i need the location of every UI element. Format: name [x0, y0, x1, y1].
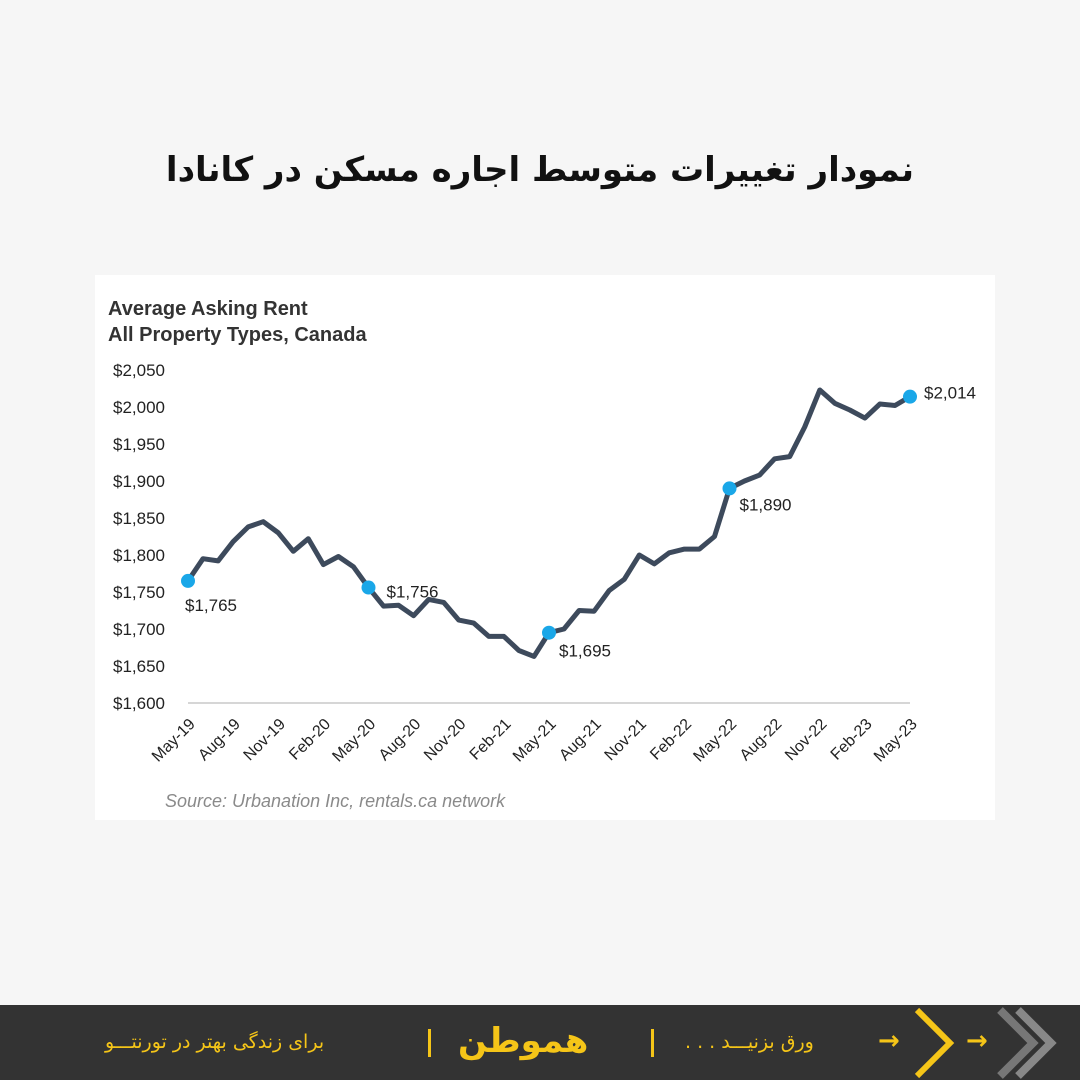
- y-tick-label: $1,750: [113, 583, 165, 602]
- x-tick-label: Feb-20: [286, 716, 334, 764]
- data-label: $1,756: [387, 583, 439, 602]
- data-label: $1,890: [740, 495, 792, 514]
- chart-card: Average Asking Rent All Property Types, …: [95, 275, 995, 820]
- x-tick-label: Feb-22: [647, 716, 695, 764]
- x-axis-ticks: May-19Aug-19Nov-19Feb-20May-20Aug-20Nov-…: [149, 716, 921, 766]
- x-tick-label: May-23: [871, 716, 921, 766]
- chart-title-line-2: All Property Types, Canada: [108, 324, 367, 346]
- footer-divider: [651, 1029, 654, 1057]
- data-label: $2,014: [924, 384, 976, 403]
- x-tick-label: May-20: [329, 716, 379, 766]
- arrow-right-icon[interactable]: →: [966, 1026, 988, 1056]
- y-tick-label: $1,650: [113, 657, 165, 676]
- y-tick-label: $1,800: [113, 546, 165, 565]
- x-tick-label: Aug-19: [195, 716, 244, 765]
- x-tick-label: May-19: [149, 716, 199, 766]
- highlight-markers: $1,765 $1,756 $1,695 $1,890 $2,014: [181, 384, 976, 661]
- highlight-point: [903, 389, 917, 404]
- swipe-cta[interactable]: ورق بزنیـــد . . .: [685, 1031, 814, 1053]
- x-tick-label: Aug-22: [737, 716, 786, 765]
- chart-title-line-1: Average Asking Rent: [108, 298, 308, 320]
- y-tick-label: $1,950: [113, 435, 165, 454]
- x-tick-label: Feb-21: [467, 716, 515, 764]
- y-tick-label: $1,850: [113, 509, 165, 528]
- y-axis-ticks: $1,600 $1,650 $1,700 $1,750 $1,800 $1,850 $1,9…: [113, 361, 165, 713]
- y-tick-label: $2,050: [113, 361, 165, 380]
- y-tick-label: $1,700: [113, 620, 165, 639]
- y-tick-label: $2,000: [113, 398, 165, 417]
- average-rent-line: [185, 387, 913, 659]
- arrow-right-icon: →: [878, 1026, 900, 1056]
- x-tick-label: May-22: [690, 716, 740, 766]
- x-tick-label: Nov-21: [602, 716, 651, 765]
- x-tick-label: Nov-19: [241, 716, 290, 765]
- double-chevron-icon: [914, 1007, 1057, 1079]
- chart-source: Source: Urbanation Inc, rentals.ca netwo…: [165, 791, 506, 811]
- x-tick-label: Aug-20: [376, 716, 425, 765]
- footer-bar: برای زندگی بهتر در تورنتـــو هموطن ورق ب…: [0, 1005, 1080, 1080]
- highlight-point: [542, 625, 556, 640]
- highlight-point: [181, 573, 195, 588]
- footer-divider: [428, 1029, 431, 1057]
- highlight-point: [361, 580, 376, 595]
- x-tick-label: Nov-22: [782, 716, 831, 765]
- hamvatan-logo: هموطن: [458, 1021, 589, 1061]
- x-tick-label: Feb-23: [828, 716, 876, 764]
- rent-line-chart: Average Asking Rent All Property Types, …: [108, 298, 976, 811]
- x-tick-label: May-21: [510, 716, 560, 766]
- data-label: $1,695: [559, 642, 611, 661]
- highlight-point: [722, 481, 737, 496]
- footer-tagline: برای زندگی بهتر در تورنتـــو: [105, 1031, 325, 1053]
- y-tick-label: $1,900: [113, 472, 165, 491]
- y-tick-label: $1,600: [113, 694, 165, 713]
- x-tick-label: Nov-20: [421, 716, 470, 765]
- data-label: $1,765: [185, 596, 237, 615]
- page-title: نمودار تغییرات متوسط اجاره مسکن در کاناد…: [165, 150, 915, 190]
- x-tick-label: Aug-21: [556, 716, 605, 765]
